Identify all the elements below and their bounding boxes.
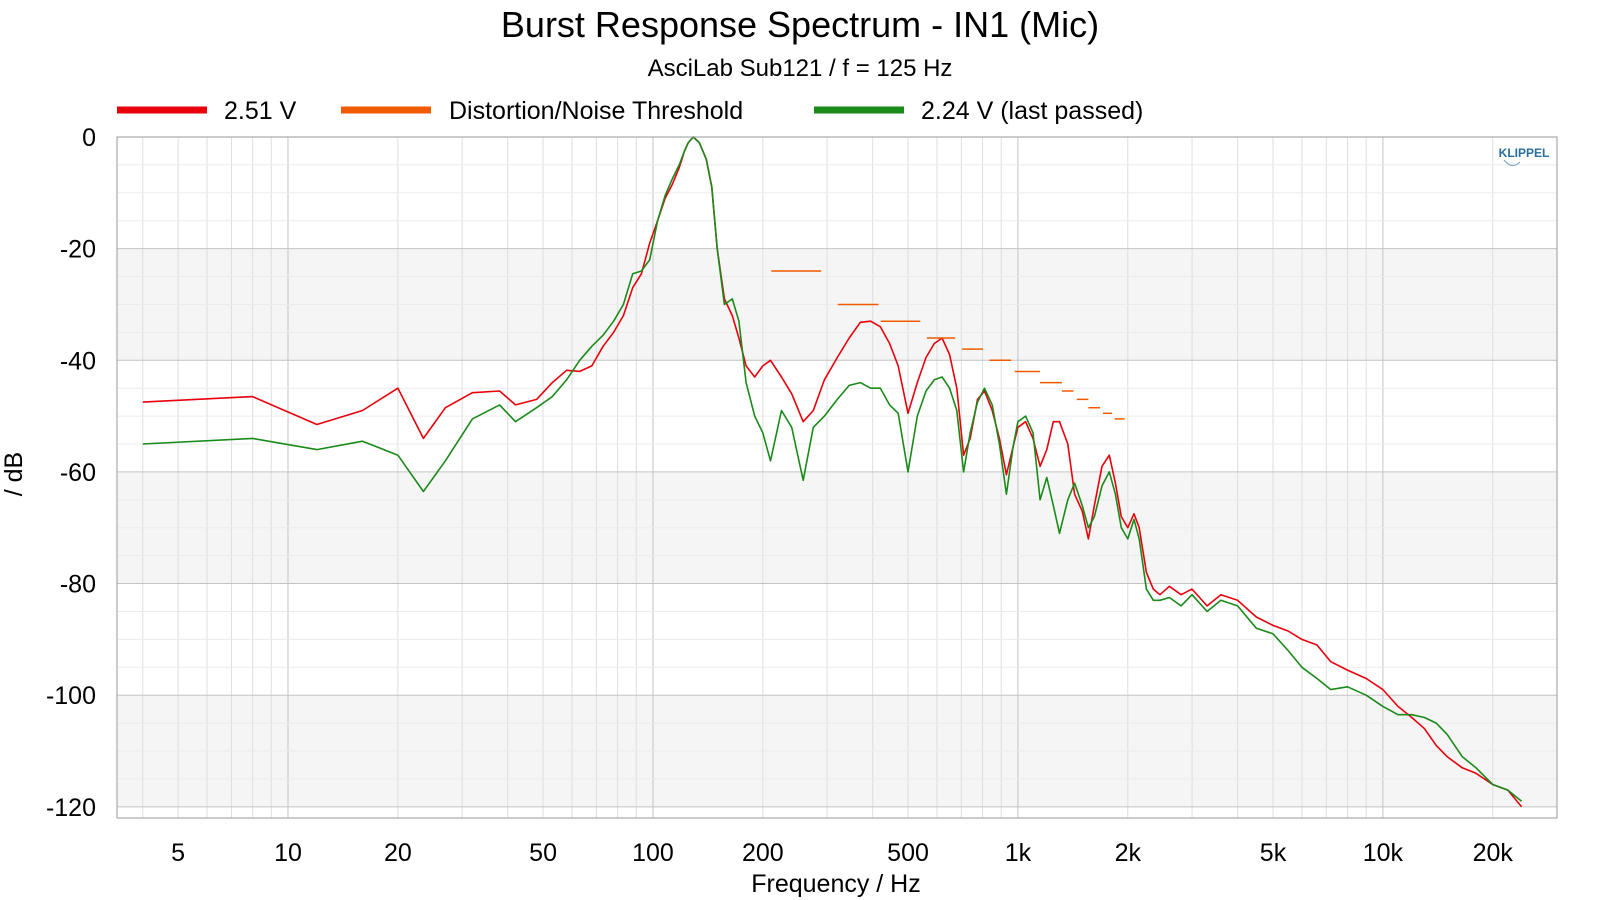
series-layer: [142, 136, 1523, 808]
y-tick-label: -100: [46, 682, 96, 710]
x-tick-label: 100: [632, 839, 674, 867]
legend: 2.51 V Distortion/Noise Threshold 2.24 V (…: [117, 97, 1143, 125]
chart-title: Burst Response Spectrum - IN1 (Mic): [501, 4, 1099, 45]
plot-area: [117, 137, 1557, 818]
y-tick-label: -60: [60, 459, 96, 487]
series-line-2-51v: [142, 136, 1523, 808]
watermark-text: KLIPPEL: [1499, 146, 1550, 160]
x-tick-label: 20k: [1473, 839, 1514, 867]
x-axis-label: Frequency / Hz: [751, 870, 921, 898]
plot-frame: [116, 136, 1558, 819]
y-axis-label: / dB: [0, 452, 28, 496]
x-tick-label: 20: [384, 839, 412, 867]
y-tick-label: -20: [60, 236, 96, 264]
x-tick-label: 5k: [1260, 839, 1287, 867]
x-tick-label: 200: [742, 839, 784, 867]
x-tick-label: 10k: [1363, 839, 1404, 867]
klippel-logo: KLIPPEL: [1499, 146, 1550, 167]
y-tick-label: -120: [46, 794, 96, 822]
chart-subtitle: AsciLab Sub121 / f = 125 Hz: [648, 55, 953, 82]
x-tick-label: 500: [887, 839, 929, 867]
legend-label: 2.24 V (last passed): [921, 97, 1143, 125]
series-line-2-24v: [142, 136, 1523, 802]
y-tick-label: -40: [60, 347, 96, 375]
x-tick-label: 5: [171, 839, 185, 867]
x-tick-label: 10: [274, 839, 302, 867]
axes: 0 -20 -40 -60 -80 -100 -120 5 10 20 50 100 200 500 1k 2…: [46, 124, 1558, 867]
x-tick-label: 2k: [1115, 839, 1142, 867]
x-tick-label: 1k: [1005, 839, 1032, 867]
grid: [117, 136, 1558, 818]
legend-label: Distortion/Noise Threshold: [449, 97, 743, 125]
legend-label: 2.51 V: [224, 97, 297, 125]
y-tick-label: 0: [82, 124, 96, 152]
y-tick-label: -80: [60, 571, 96, 599]
x-tick-label: 50: [529, 839, 557, 867]
